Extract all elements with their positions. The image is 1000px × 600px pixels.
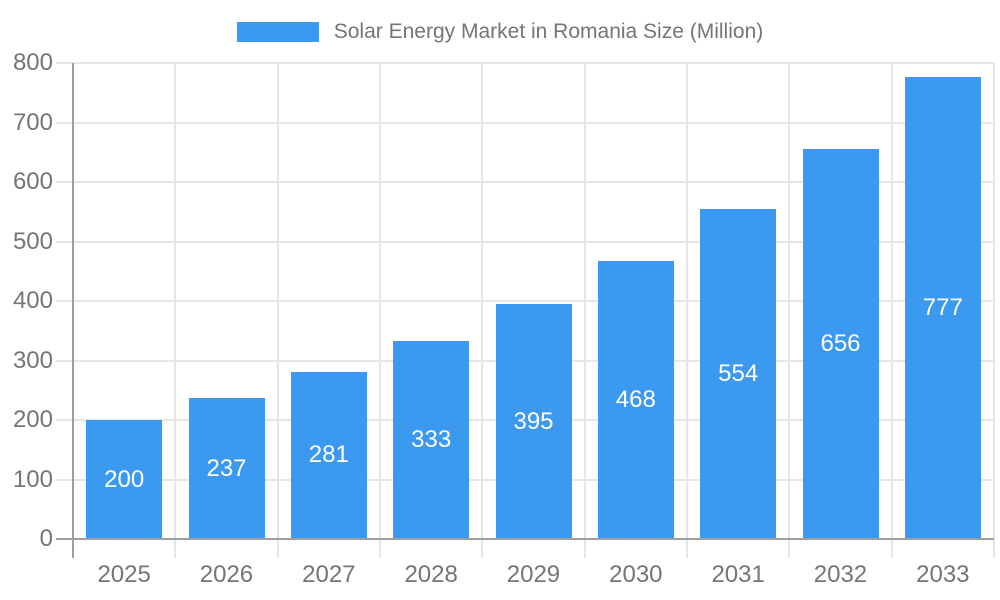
v-gridline	[276, 63, 279, 558]
x-axis-line	[56, 538, 994, 540]
x-tick-label: 2033	[916, 561, 970, 588]
bar-value-label: 777	[922, 293, 963, 321]
v-gridline	[788, 63, 791, 558]
v-gridline	[174, 63, 177, 558]
y-axis-line	[72, 63, 74, 558]
bar-value-label: 281	[308, 441, 349, 469]
bar-2030[interactable]	[597, 260, 674, 539]
bar-value-label: 554	[718, 360, 759, 388]
bar-2029[interactable]	[495, 304, 572, 539]
bar-2025[interactable]	[86, 420, 163, 539]
x-tick-label: 2026	[199, 561, 254, 588]
bar-2033[interactable]	[904, 76, 981, 539]
x-tick-label: 2031	[711, 561, 765, 588]
x-tick-label: 2025	[97, 561, 151, 588]
bar-value-label: 395	[513, 407, 554, 435]
bar-2031[interactable]	[700, 209, 777, 539]
v-gridline	[583, 63, 586, 558]
bar-value-label: 468	[615, 385, 656, 413]
legend-swatch[interactable]	[236, 22, 319, 42]
v-gridline	[890, 63, 893, 558]
h-gridline	[56, 240, 994, 243]
y-tick-label: 200	[12, 406, 53, 433]
h-gridline	[56, 121, 994, 124]
v-gridline	[379, 63, 381, 558]
x-tick-label: 2028	[404, 561, 458, 588]
bar-2026[interactable]	[188, 398, 265, 539]
bar-2027[interactable]	[290, 371, 367, 539]
y-tick-label: 400	[12, 287, 53, 314]
x-tick-label: 2029	[506, 561, 561, 588]
v-gridline	[686, 63, 688, 558]
legend-label[interactable]: Solar Energy Market in Romania Size (Mil…	[333, 20, 764, 43]
v-gridline	[481, 63, 484, 558]
y-tick-label: 100	[12, 465, 53, 493]
bar-value-label: 333	[411, 425, 452, 453]
legend: Solar Energy Market in Romania Size (Mil…	[0, 12, 1000, 52]
y-tick-label: 800	[12, 49, 53, 76]
y-tick-label: 0	[39, 525, 53, 552]
h-gridline	[56, 300, 994, 302]
bar-value-label: 237	[206, 454, 247, 482]
bar-2028[interactable]	[393, 340, 470, 539]
v-gridline	[993, 63, 995, 558]
x-tick-label: 2032	[813, 561, 868, 588]
h-gridline	[56, 62, 994, 64]
bar-value-label: 656	[820, 329, 861, 357]
y-tick-label: 300	[12, 346, 53, 374]
x-tick-label: 2027	[302, 561, 356, 588]
x-tick-label: 2030	[609, 561, 663, 588]
y-tick-label: 600	[12, 168, 53, 195]
bar-value-label: 200	[104, 465, 145, 493]
bar-2032[interactable]	[802, 148, 879, 539]
y-tick-label: 700	[12, 108, 53, 136]
y-tick-label: 500	[12, 227, 53, 255]
h-gridline	[56, 181, 994, 183]
